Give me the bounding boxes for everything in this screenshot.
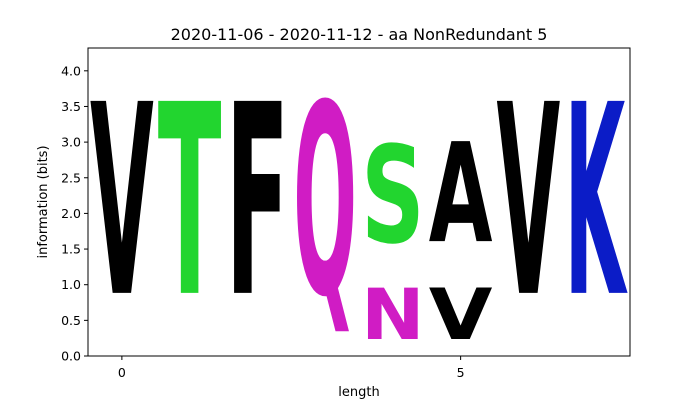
logo-letter-n-pos4: N <box>361 275 425 356</box>
logo-letter-v-pos5: V <box>429 275 493 357</box>
logo-letter-a-pos5: A <box>429 114 493 274</box>
x-axis-label: length <box>338 385 379 400</box>
y-tick-label: 0.0 <box>61 349 81 364</box>
logo-letter-s-pos4: S <box>361 118 425 274</box>
y-axis-label: information (bits) <box>36 145 51 258</box>
y-tick-label: 3.5 <box>61 99 81 114</box>
logo-letter-f-pos2: F <box>226 49 290 356</box>
y-axis: 0.0 0.5 1.0 1.5 2.0 2.5 3.0 3.5 4.0 <box>61 63 88 364</box>
y-tick-label: 1.5 <box>61 242 81 257</box>
plot-frame <box>87 47 631 357</box>
logo-letter-k-pos7: K <box>564 49 628 355</box>
logo-letter-v-pos0: V <box>90 49 154 355</box>
y-tick-label: 1.0 <box>61 277 81 292</box>
chart-title: 2020-11-06 - 2020-11-12 - aa NonRedundan… <box>171 25 548 44</box>
logo-letter-v-pos6: V <box>497 49 561 355</box>
y-tick-label: 0.5 <box>61 313 81 328</box>
y-tick-label: 3.0 <box>61 135 81 150</box>
y-tick-label: 2.5 <box>61 170 81 185</box>
y-tick-label: 4.0 <box>61 63 81 78</box>
x-tick-label: 5 <box>457 365 465 380</box>
y-tick-label: 2.0 <box>61 206 81 221</box>
logo-letter-t-pos1: T <box>158 49 222 356</box>
logo-letter-q-pos3: Q <box>293 48 357 355</box>
x-tick-label: 0 <box>118 365 126 380</box>
